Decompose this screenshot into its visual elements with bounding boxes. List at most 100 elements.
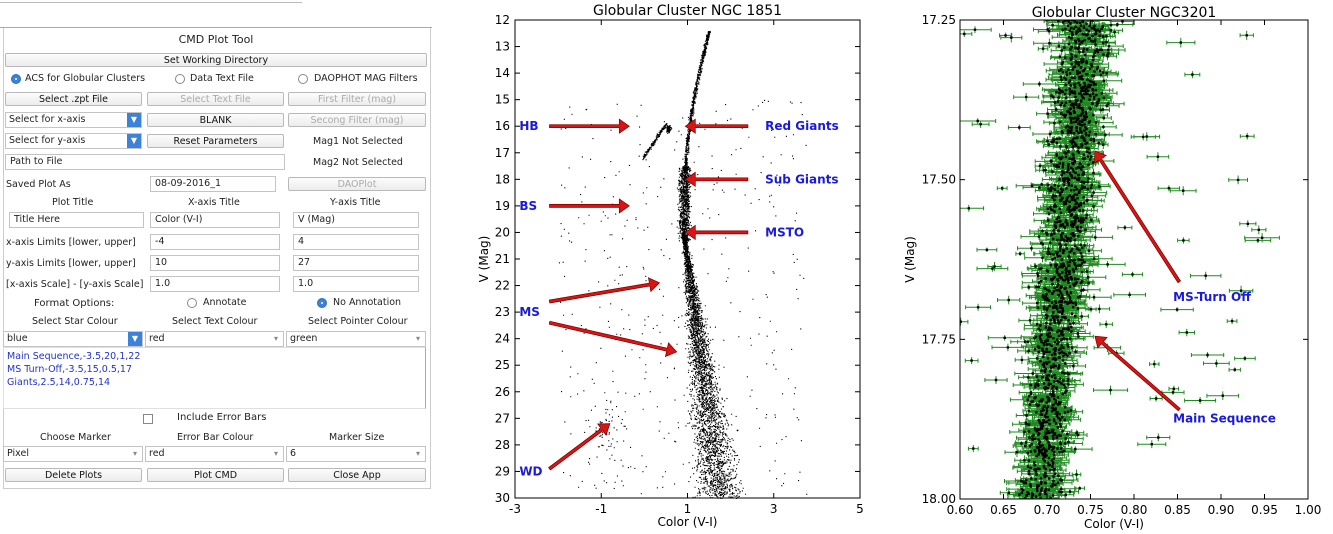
chevron-down-icon: ▼	[127, 134, 141, 148]
chevron-down-icon: ▾	[273, 334, 278, 343]
scale-label: [x-axis Scale] - [y-axis Scale]	[6, 279, 144, 290]
y-tick-label: 25	[495, 358, 510, 372]
annotation-label: MS-Turn Off	[1173, 290, 1251, 304]
y-axis-select[interactable]: Select for y-axis ▼	[5, 133, 142, 149]
ylim-lower-input[interactable]: 10	[150, 255, 280, 271]
x-scale-input[interactable]: 1.0	[150, 276, 280, 292]
close-app-button[interactable]: Close App	[288, 468, 426, 482]
pointer-arrow	[549, 198, 630, 214]
top-divider	[0, 0, 302, 3]
y-tick-label: 30	[495, 491, 510, 505]
mode-acs-label: ACS for Globular Clusters	[25, 73, 146, 84]
xlim-lower-input[interactable]: -4	[150, 234, 280, 250]
x-tick-label: -3	[509, 502, 521, 516]
y-tick-label: 13	[495, 40, 510, 54]
chevron-down-icon: ▾	[132, 449, 137, 458]
first-filter-button[interactable]: First Filter (mag)	[288, 92, 426, 106]
x-tick-label: 0.95	[1251, 503, 1278, 517]
panel-title: CMD Plot Tool	[178, 33, 254, 46]
mode-data-text-radio[interactable]	[175, 74, 185, 84]
text-colour-label: Select Text Colour	[172, 316, 258, 327]
error-bar-colour-select[interactable]: red ▾	[145, 446, 284, 462]
chart-title: Globular Cluster NGC 1851	[593, 3, 782, 19]
select-text-file-button[interactable]: Select Text File	[147, 92, 284, 106]
set-working-directory-button[interactable]: Set Working Directory	[5, 53, 427, 67]
panel-frame	[3, 28, 431, 489]
second-filter-button[interactable]: Secong Filter (mag)	[288, 113, 426, 127]
delete-plots-button[interactable]: Delete Plots	[5, 468, 142, 482]
pointer-colour-select[interactable]: green ▾	[286, 331, 426, 347]
y-tick-label: 17.75	[922, 332, 956, 346]
y-tick-label: 17	[495, 146, 510, 160]
pointer-arrow	[684, 224, 749, 241]
y-tick-label: 18	[495, 172, 510, 186]
x-tick-label: 3	[770, 502, 778, 516]
no-annotation-label: No Annotation	[333, 297, 402, 308]
x-tick-label: 1.00	[1295, 503, 1322, 517]
pointer-colour-value: green	[290, 333, 318, 344]
ylim-upper-input[interactable]: 27	[293, 255, 419, 271]
marker-size-label: Marker Size	[329, 432, 385, 443]
saved-plot-input[interactable]: 08-09-2016_1	[150, 176, 276, 192]
cmd-plot-tool-panel: CMD Plot Tool Set Working Directory ACS …	[0, 0, 432, 534]
y-tick-label: 12	[495, 13, 510, 27]
marker-value: Pixel	[7, 448, 29, 459]
chevron-down-icon: ▾	[415, 449, 420, 458]
y-tick-label: 17.50	[922, 173, 956, 187]
text-colour-select[interactable]: red ▾	[145, 331, 284, 347]
pointer-arrow	[548, 423, 611, 471]
mode-acs-radio[interactable]	[11, 74, 21, 84]
marker-size-select[interactable]: 6 ▾	[286, 446, 426, 462]
format-options-label: Format Options:	[34, 298, 115, 309]
cmd-chart-ngc3201: 17.25 17.50 17.75 18.000.60 0.65 0.70 0.75 0.80…	[903, 5, 1322, 531]
marker-select[interactable]: Pixel ▾	[3, 446, 143, 462]
mode-daophot-radio[interactable]	[298, 74, 308, 84]
plot-cmd-button[interactable]: Plot CMD	[147, 468, 284, 482]
y-tick-label: 28	[495, 438, 510, 452]
annotate-radio[interactable]	[187, 298, 197, 308]
xaxis-title-input[interactable]: Color (V-I)	[150, 212, 280, 228]
y-axis-label: V (Mag)	[903, 236, 917, 283]
annotations: HB Red Giants Sub Giants BS MSTO MS WD	[519, 118, 839, 478]
pointer-colour-label: Select Pointer Colour	[308, 316, 408, 327]
star-colour-select[interactable]: blue ▼	[3, 331, 143, 347]
annotation-label: MS	[519, 305, 540, 319]
yaxis-title-input[interactable]: V (Mag)	[293, 212, 419, 228]
x-axis-label: Color (V-I)	[658, 515, 718, 529]
no-annotation-radio[interactable]	[317, 298, 327, 308]
error-bar-colour-label: Error Bar Colour	[177, 432, 254, 443]
annotation-label: BS	[519, 199, 537, 213]
chevron-down-icon: ▾	[273, 449, 278, 458]
y-tick-label: 16	[495, 119, 510, 133]
x-axis-select[interactable]: Select for x-axis ▼	[5, 112, 142, 128]
mag2-status: Mag2 Not Selected	[313, 157, 403, 168]
x-tick-label: 0.65	[990, 503, 1017, 517]
y-axis: 17.25 17.50 17.75 18.00	[922, 13, 1308, 506]
choose-marker-label: Choose Marker	[40, 432, 111, 443]
y-tick-label: 17.25	[922, 13, 956, 27]
annotation-line: Main Sequence,-3.5,20,1,22	[7, 351, 141, 362]
pointer-arrow	[1094, 150, 1181, 284]
annotation-label: Main Sequence	[1173, 411, 1276, 425]
include-error-bars-checkbox[interactable]	[143, 414, 153, 424]
xlim-upper-input[interactable]: 4	[293, 234, 419, 250]
xaxis-title-label: X-axis Title	[188, 197, 240, 208]
y-tick-label: 22	[495, 279, 510, 293]
annotation-label: Sub Giants	[765, 172, 838, 186]
text-colour-value: red	[149, 333, 165, 344]
x-tick-label: 0.60	[947, 503, 974, 517]
x-tick-label: 0.75	[1077, 503, 1104, 517]
annotation-label: WD	[519, 464, 542, 478]
plot-title-input[interactable]: Title Here	[9, 212, 144, 228]
x-axis-label: Color (V-I)	[1084, 517, 1144, 531]
pointer-arrow	[684, 118, 749, 134]
y-scale-input[interactable]: 1.0	[293, 276, 419, 292]
blank-button[interactable]: BLANK	[147, 113, 284, 127]
reset-parameters-button[interactable]: Reset Parameters	[147, 134, 284, 148]
path-to-file-input[interactable]: Path to File	[5, 154, 285, 170]
select-zpt-button[interactable]: Select .zpt File	[5, 92, 142, 106]
annotations-textarea[interactable]: Main Sequence,-3.5,20,1,22 MS Turn-Off,-…	[3, 347, 426, 409]
pointer-arrow	[684, 171, 749, 187]
daoplot-button[interactable]: DAOPlot	[288, 177, 426, 191]
y-axis-select-value: Select for y-axis	[9, 135, 86, 146]
